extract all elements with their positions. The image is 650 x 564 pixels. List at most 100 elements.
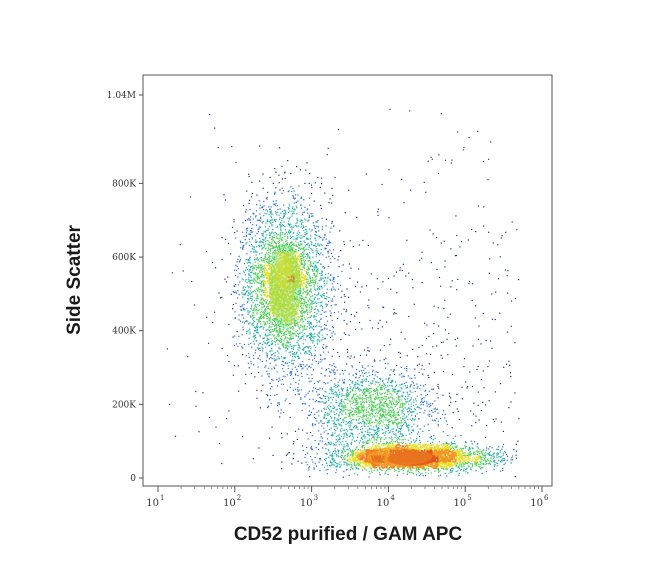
event-dot	[257, 273, 260, 275]
event-dot	[327, 421, 329, 423]
event-dot	[317, 401, 319, 403]
event-dot	[393, 403, 395, 405]
event-dot	[311, 295, 314, 297]
event-dot	[251, 272, 253, 274]
event-dot	[301, 403, 303, 405]
event-dot	[376, 433, 378, 435]
event-dot	[274, 204, 276, 206]
event-dot	[349, 411, 351, 413]
event-dot	[350, 433, 352, 435]
event-dot	[336, 392, 338, 394]
event-dot	[385, 410, 387, 412]
event-dot	[369, 397, 371, 399]
event-dot	[341, 425, 343, 427]
event-dot	[259, 302, 261, 304]
event-dot	[240, 241, 242, 244]
event-dot	[336, 418, 338, 420]
event-dot	[359, 412, 361, 414]
event-dot	[268, 256, 270, 258]
event-dot	[306, 287, 308, 289]
event-dot	[377, 430, 379, 432]
event-dot	[277, 402, 279, 404]
event-dot	[300, 253, 302, 255]
event-dot	[218, 292, 220, 294]
event-dot	[482, 160, 485, 163]
event-dot	[281, 187, 283, 189]
event-dot	[295, 238, 297, 240]
event-dot	[271, 357, 273, 360]
event-dot	[427, 160, 429, 162]
event-dot	[298, 356, 300, 358]
event-dot	[377, 412, 379, 414]
event-dot	[256, 329, 258, 331]
event-dot	[384, 362, 386, 364]
event-dot	[233, 221, 235, 223]
event-dot	[311, 459, 313, 461]
event-dot	[270, 247, 272, 249]
event-dot	[237, 290, 239, 292]
event-dot	[368, 380, 370, 383]
event-dot	[312, 461, 314, 463]
event-dot	[309, 466, 311, 468]
event-dot	[259, 204, 261, 206]
event-dot	[325, 256, 327, 258]
event-dot	[257, 326, 259, 328]
event-dot	[344, 451, 346, 453]
event-dot	[258, 348, 260, 350]
event-dot	[375, 408, 377, 410]
event-dot	[320, 329, 322, 332]
event-dot	[256, 224, 258, 226]
event-dot	[391, 393, 393, 395]
event-dot	[283, 242, 285, 244]
event-dot	[339, 438, 341, 440]
event-dot	[346, 394, 348, 396]
event-dot	[341, 270, 343, 273]
event-dot	[302, 326, 304, 328]
event-dot	[249, 290, 251, 292]
event-dot	[264, 231, 267, 233]
event-dot	[320, 204, 322, 206]
event-dot	[261, 247, 264, 249]
event-dot	[329, 454, 331, 456]
event-dot	[287, 242, 289, 244]
event-dot	[456, 447, 458, 449]
event-dot	[346, 465, 348, 467]
event-dot	[272, 228, 274, 230]
event-dot	[432, 388, 434, 390]
event-dot	[251, 324, 253, 326]
event-dot	[317, 268, 319, 270]
event-dot	[407, 419, 409, 421]
event-dot	[260, 216, 262, 218]
event-dot	[268, 341, 270, 343]
event-dot	[327, 414, 329, 417]
event-dot	[365, 409, 367, 411]
event-dot	[262, 284, 264, 286]
event-dot	[451, 471, 453, 473]
event-dot	[368, 396, 370, 398]
event-dot	[248, 343, 250, 345]
event-dot	[324, 358, 326, 360]
event-dot	[348, 435, 350, 438]
event-dot	[334, 391, 336, 393]
event-dot	[427, 374, 429, 376]
event-dot	[330, 464, 332, 466]
event-dot	[238, 294, 240, 296]
event-dot	[371, 412, 373, 414]
event-dot	[250, 342, 252, 344]
event-dot	[266, 370, 268, 372]
event-dot	[237, 365, 239, 367]
event-dot	[280, 333, 282, 335]
event-dot	[401, 403, 403, 405]
event-dot	[327, 252, 329, 254]
event-dot	[344, 295, 346, 298]
event-dot	[279, 348, 281, 350]
event-dot	[401, 376, 403, 378]
event-dot	[271, 257, 274, 259]
event-dot	[267, 262, 269, 264]
event-dot	[414, 467, 416, 469]
event-dot	[482, 453, 484, 456]
event-dot	[254, 321, 256, 323]
event-dot	[422, 401, 424, 403]
event-dot	[425, 191, 427, 193]
event-dot	[326, 320, 329, 322]
